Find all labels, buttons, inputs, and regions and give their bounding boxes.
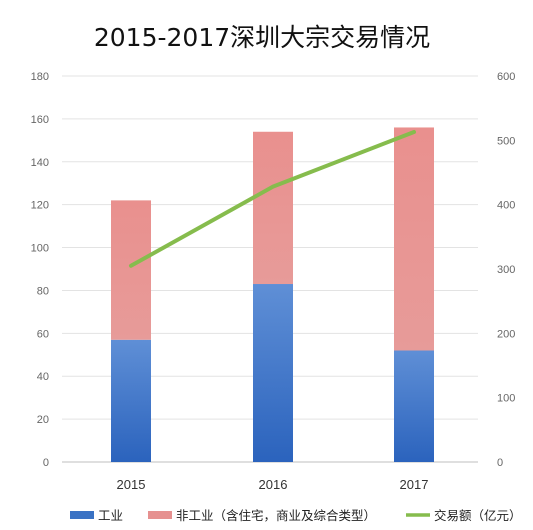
right-tick-label: 100 bbox=[497, 393, 515, 405]
right-tick-label: 0 bbox=[497, 457, 503, 469]
right-tick-label: 200 bbox=[497, 328, 515, 340]
category-label-2015: 2015 bbox=[117, 477, 146, 492]
legend-swatch-non-industrial bbox=[148, 511, 172, 519]
legend-swatch-industrial bbox=[70, 511, 94, 519]
category-label-2017: 2017 bbox=[400, 477, 429, 492]
left-tick-label: 160 bbox=[31, 114, 49, 126]
left-axis-ticks: 0 20 40 60 80 100 120 140 160 180 bbox=[31, 71, 49, 469]
right-tick-label: 600 bbox=[497, 71, 515, 83]
bar-non-industrial-2015 bbox=[111, 200, 151, 340]
bar-industrial-2015 bbox=[111, 339, 151, 462]
left-tick-label: 100 bbox=[31, 243, 49, 255]
line-transaction-volume bbox=[129, 129, 416, 268]
left-tick-label: 180 bbox=[31, 71, 49, 83]
left-tick-label: 120 bbox=[31, 200, 49, 212]
right-axis-ticks: 0 100 200 300 400 500 600 bbox=[497, 71, 515, 469]
legend-label: 非工业（含住宅，商业及综合类型） bbox=[176, 508, 376, 523]
right-tick-label: 300 bbox=[497, 264, 515, 276]
bar-industrial-2016 bbox=[253, 284, 293, 462]
chart-title: 2015-2017深圳大宗交易情况 bbox=[94, 23, 430, 52]
left-tick-label: 20 bbox=[37, 414, 49, 426]
line-series bbox=[129, 129, 416, 268]
category-labels: 2015 2016 2017 bbox=[117, 477, 429, 492]
legend-label: 交易额（亿元） bbox=[434, 508, 522, 523]
left-tick-label: 40 bbox=[37, 371, 49, 383]
left-tick-label: 140 bbox=[31, 157, 49, 169]
right-tick-label: 500 bbox=[497, 135, 515, 147]
bar-industrial-2017 bbox=[394, 350, 434, 462]
bars bbox=[111, 127, 434, 462]
left-tick-label: 60 bbox=[37, 328, 49, 340]
left-tick-label: 0 bbox=[43, 457, 49, 469]
bar-non-industrial-2017 bbox=[394, 127, 434, 351]
legend: 工业 非工业（含住宅，商业及综合类型） 交易额（亿元） bbox=[70, 508, 522, 523]
left-tick-label: 80 bbox=[37, 285, 49, 297]
right-tick-label: 400 bbox=[497, 200, 515, 212]
category-label-2016: 2016 bbox=[259, 477, 288, 492]
bar-non-industrial-2016 bbox=[253, 131, 293, 285]
legend-label: 工业 bbox=[98, 508, 123, 523]
